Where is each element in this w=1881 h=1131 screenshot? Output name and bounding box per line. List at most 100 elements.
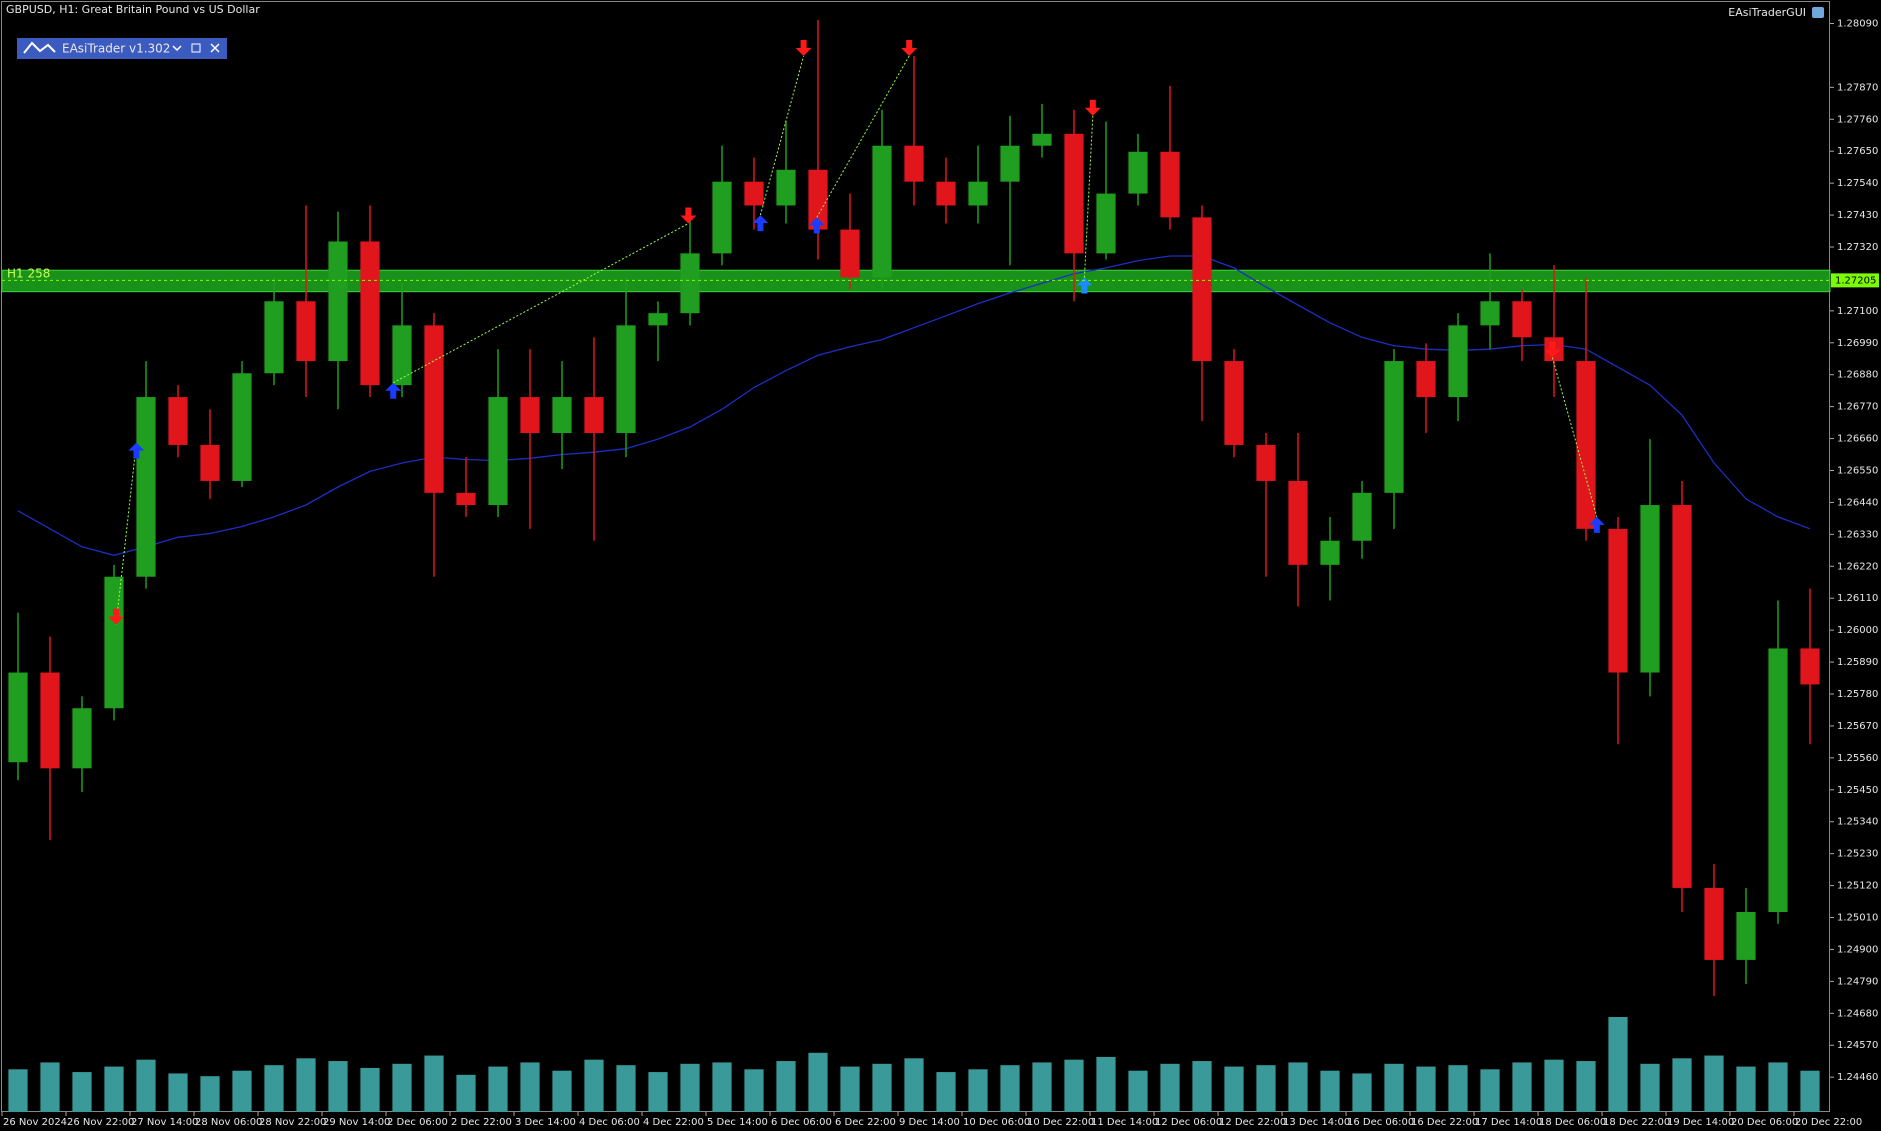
volume-bar — [296, 1058, 316, 1112]
trade-link — [1551, 357, 1598, 518]
y-tick-label: 1.24790 — [1837, 976, 1878, 987]
signal-arrow — [128, 442, 145, 459]
indicator-label: EAsiTraderGUI — [1728, 6, 1806, 19]
y-tick-label: 1.28090 — [1837, 18, 1878, 29]
candle-body — [40, 672, 60, 769]
volume-bar — [328, 1061, 348, 1112]
candle-body — [1512, 301, 1532, 338]
y-tick-label: 1.24900 — [1837, 944, 1878, 955]
x-tick-label: 26 Nov 2024 — [3, 1117, 67, 1128]
volume-bar — [776, 1061, 796, 1112]
zone — [1, 269, 1831, 293]
candle-body — [776, 169, 796, 206]
volume-bar — [1768, 1062, 1788, 1112]
candle-body — [744, 181, 764, 206]
widget-minimize[interactable] — [172, 45, 182, 52]
widget-close[interactable] — [210, 43, 220, 53]
x-tick-label: 29 Nov 14:00 — [323, 1117, 390, 1128]
volume-bar — [1384, 1063, 1404, 1112]
y-tick-label: 1.25230 — [1837, 849, 1878, 860]
signal-arrow — [108, 608, 124, 625]
volume-bar — [104, 1066, 124, 1112]
x-tick-label: 6 Dec 06:00 — [771, 1117, 832, 1128]
signal-arrow — [752, 215, 769, 232]
candle-body — [1672, 505, 1692, 888]
volume-bar — [40, 1062, 60, 1112]
volume-bar — [1288, 1062, 1308, 1112]
y-tick-label: 1.25450 — [1837, 785, 1878, 796]
volume-bar — [1672, 1058, 1692, 1112]
x-tick-label: 9 Dec 14:00 — [899, 1117, 960, 1128]
volume-bar — [1736, 1066, 1756, 1112]
candle-body — [680, 253, 700, 314]
y-tick-label: 1.27320 — [1837, 242, 1878, 253]
candle-body — [136, 397, 156, 577]
moving-average — [17, 255, 1811, 556]
x-tick-label: 16 Dec 22:00 — [1411, 1117, 1478, 1128]
volume-bar — [1480, 1069, 1500, 1112]
x-tick-label: 28 Nov 22:00 — [259, 1117, 326, 1128]
candle-body — [1736, 912, 1756, 960]
volume-bar — [232, 1070, 252, 1112]
volume-bar — [680, 1063, 700, 1112]
x-tick-label: 28 Nov 06:00 — [195, 1117, 262, 1128]
candle-body — [584, 397, 604, 434]
volume-bar — [392, 1063, 412, 1112]
volume-bar — [808, 1052, 828, 1112]
y-tick-label: 1.25780 — [1837, 689, 1878, 700]
widget-maximize[interactable] — [191, 43, 201, 53]
volume-bar — [1640, 1063, 1660, 1112]
candle-body — [1192, 217, 1212, 362]
candle-body — [296, 301, 316, 362]
x-tick-label: 13 Dec 14:00 — [1283, 1117, 1350, 1128]
indicator-icon[interactable] — [1812, 7, 1824, 18]
candle-body — [1608, 528, 1628, 673]
y-tick-label: 1.26330 — [1837, 529, 1878, 540]
candle-body — [8, 672, 28, 763]
x-tick-label: 18 Dec 22:00 — [1603, 1117, 1670, 1128]
y-tick-label: 1.26000 — [1837, 625, 1878, 636]
ea-widget[interactable]: EAsiTrader v1.302 — [17, 38, 227, 59]
candle-body — [1160, 151, 1180, 218]
y-tick-label: 1.25890 — [1837, 657, 1878, 668]
volume-bar — [584, 1059, 604, 1112]
y-tick-label: 1.27430 — [1837, 210, 1878, 221]
volume-bar — [360, 1067, 380, 1112]
volume-bar — [1800, 1070, 1820, 1112]
candle-body — [1320, 540, 1340, 565]
y-tick-label: 1.26660 — [1837, 434, 1878, 445]
candle-body — [232, 373, 252, 481]
signal-arrow — [795, 40, 812, 56]
candle-body — [1256, 444, 1276, 481]
candle-body — [168, 397, 188, 445]
volume-bar — [1416, 1066, 1436, 1112]
volume-bar — [264, 1065, 284, 1112]
volume-bar — [1160, 1063, 1180, 1112]
x-tick-label: 10 Dec 22:00 — [1027, 1117, 1094, 1128]
candle-body — [360, 241, 380, 386]
candle-body — [456, 492, 476, 506]
candle-body — [968, 181, 988, 206]
current-price-label: 1.27205 — [1835, 275, 1876, 286]
x-tick-label: 5 Dec 14:00 — [707, 1117, 768, 1128]
y-tick-label: 1.26110 — [1837, 593, 1878, 604]
widget-bar — [17, 38, 227, 59]
candle-body — [1224, 361, 1244, 445]
x-tick-label: 6 Dec 22:00 — [835, 1117, 896, 1128]
x-tick-label: 4 Dec 06:00 — [579, 1117, 640, 1128]
volume-bar — [1224, 1066, 1244, 1112]
candle-body — [1448, 325, 1468, 398]
volume-bar — [712, 1062, 732, 1112]
volume-bar — [1128, 1070, 1148, 1112]
x-tick-label: 2 Dec 22:00 — [451, 1117, 512, 1128]
y-tick-label: 1.27540 — [1837, 178, 1878, 189]
candle-body — [264, 301, 284, 374]
volume-bar — [1608, 1017, 1628, 1112]
x-tick-label: 12 Dec 22:00 — [1219, 1117, 1286, 1128]
signal-arrow — [808, 217, 825, 234]
y-tick-label: 1.25120 — [1837, 881, 1878, 892]
candle-body — [1480, 301, 1500, 326]
signal-arrow — [1544, 341, 1561, 358]
volume-bar — [424, 1055, 444, 1112]
